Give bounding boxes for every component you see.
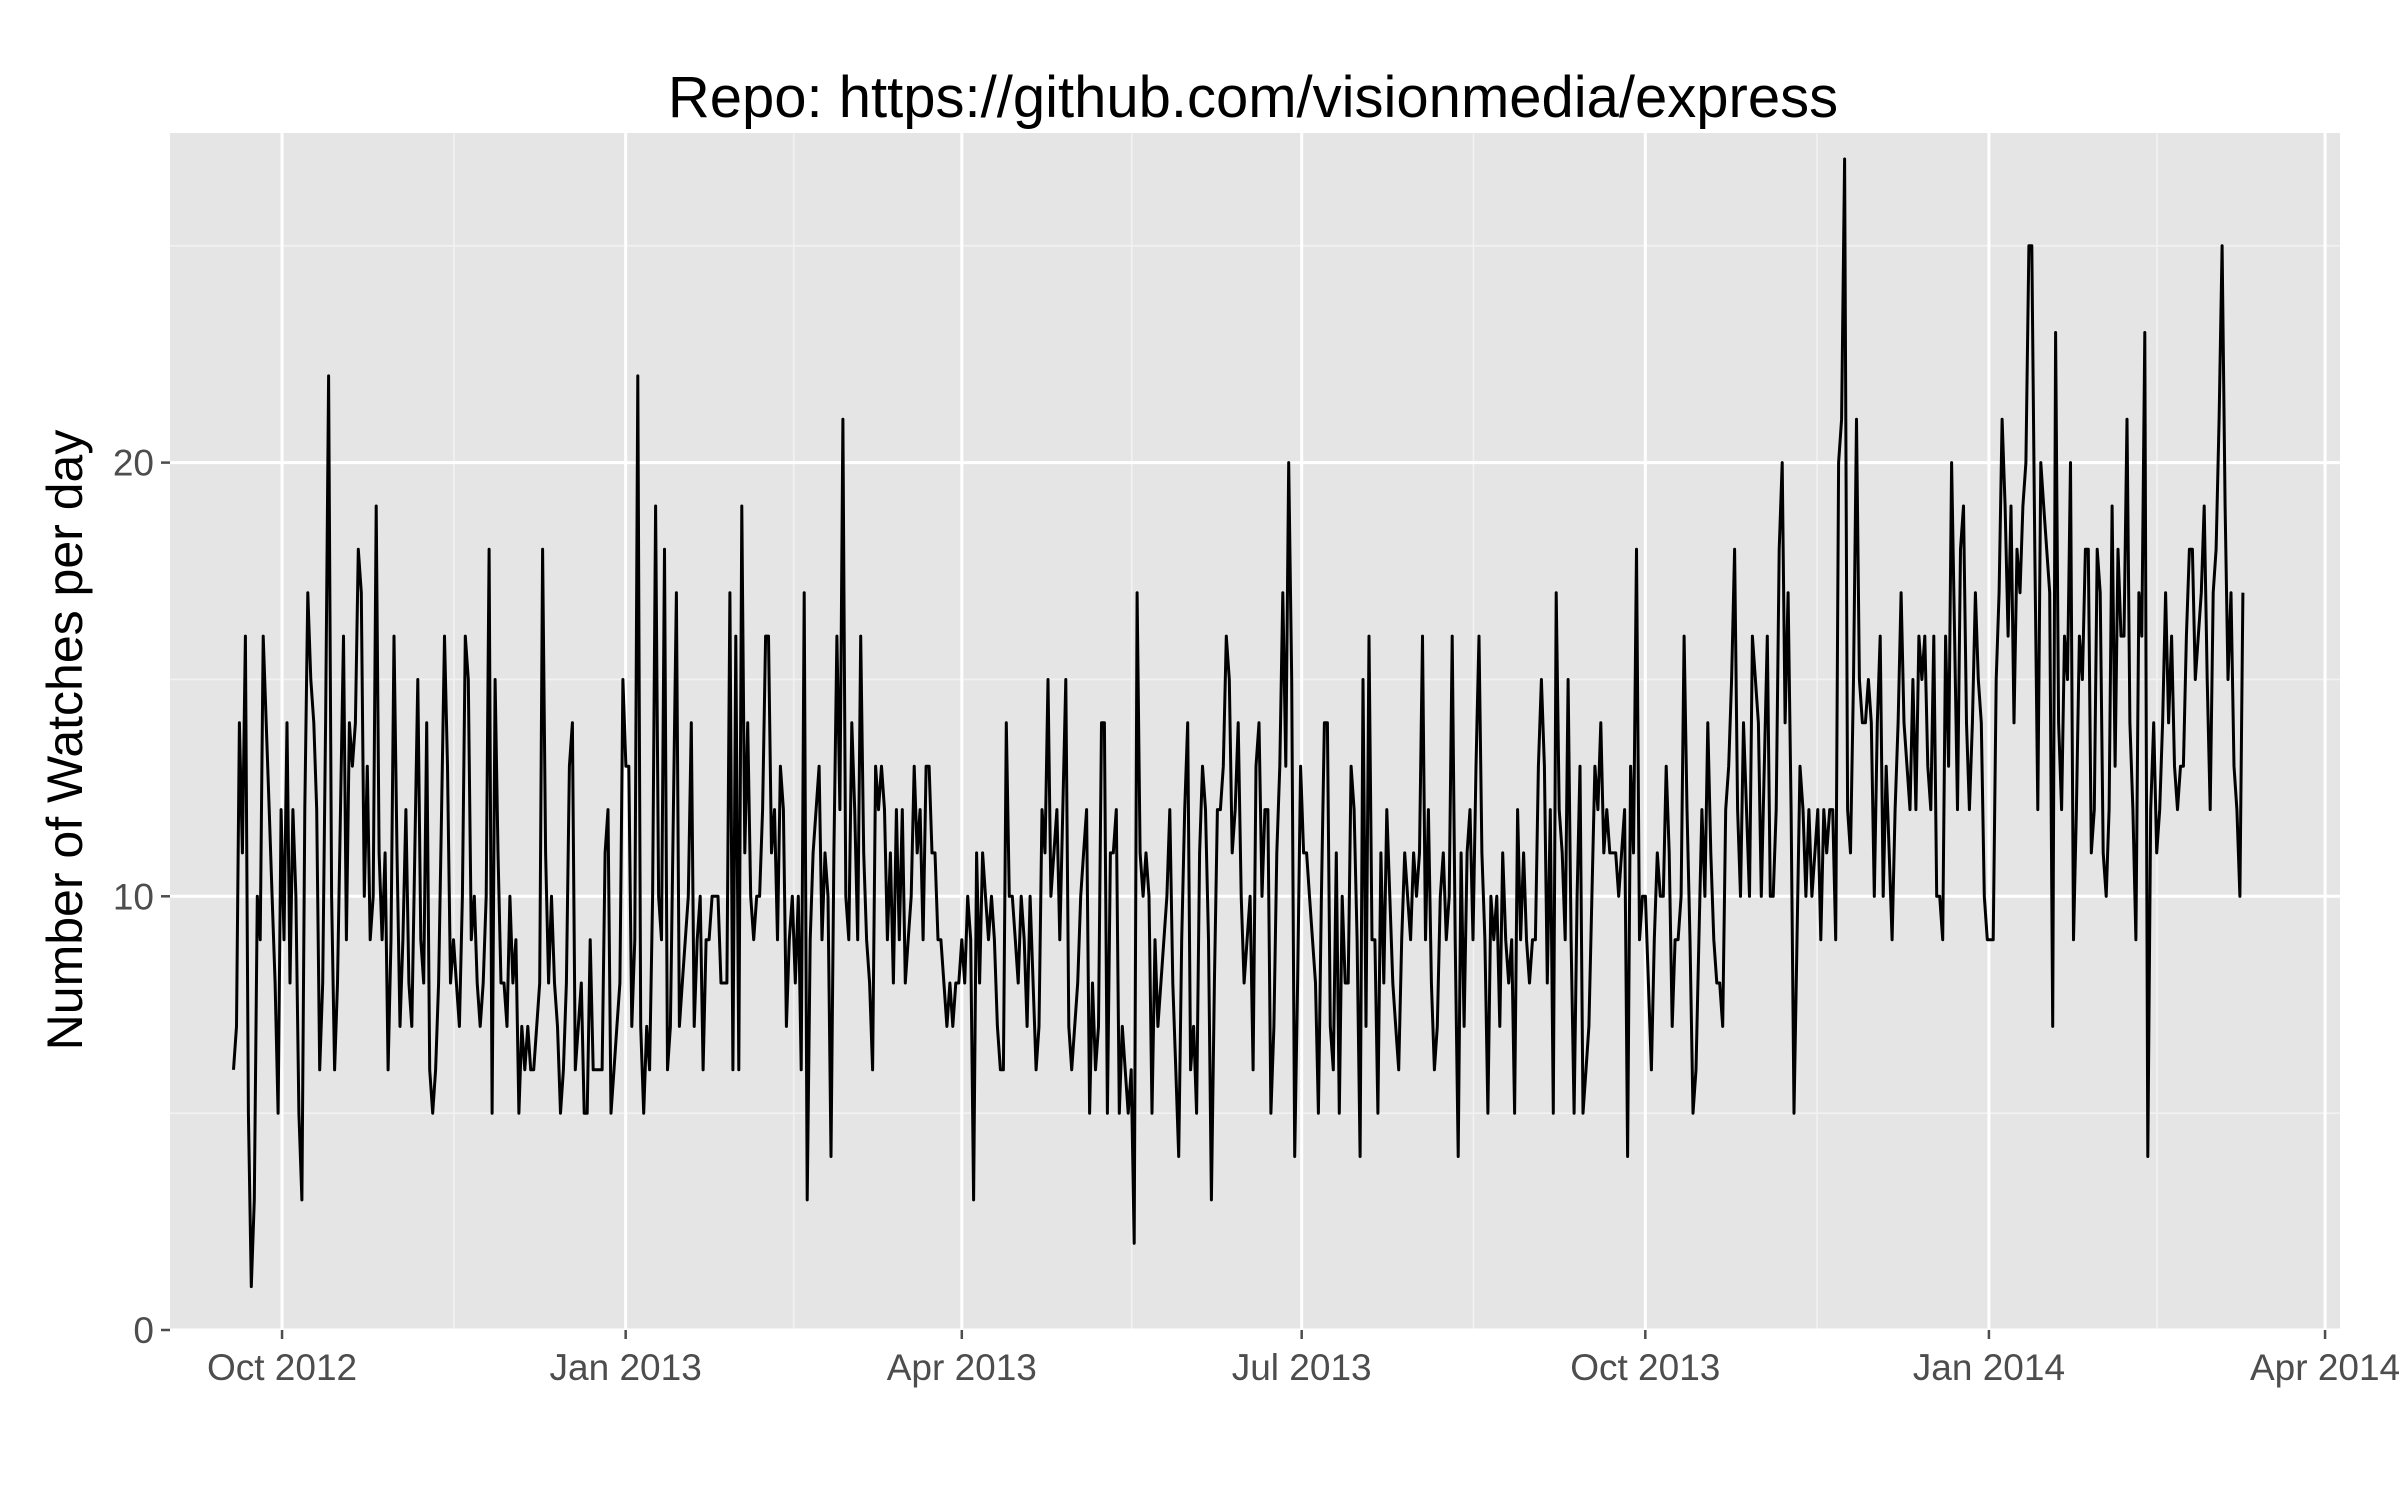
plot-panel <box>170 133 2340 1330</box>
tick-labels: 0 10 20 Oct 2012 Jan 2013 Apr 2013 Jul 2013 Oct… <box>113 443 2400 1388</box>
series-group <box>232 157 2245 1289</box>
x-tick-label: Oct 2012 <box>207 1347 357 1388</box>
minor-gridlines <box>170 133 2340 1330</box>
x-tick-label: Apr 2013 <box>887 1347 1037 1388</box>
y-tick-label: 10 <box>113 876 154 917</box>
x-tick-label: Oct 2013 <box>1570 1347 1720 1388</box>
y-axis-title: Number of Watches per day <box>37 430 93 1051</box>
x-tick-label: Jan 2014 <box>1913 1347 2065 1388</box>
chart-title: Repo: https://github.com/visionmedia/exp… <box>668 65 1838 130</box>
y-tick-label: 20 <box>113 443 154 484</box>
x-tick-label: Jul 2013 <box>1232 1347 1372 1388</box>
y-tick-label: 0 <box>133 1310 154 1351</box>
series-line-1 <box>232 157 2245 1289</box>
x-tick-label: Apr 2014 <box>2250 1347 2400 1388</box>
x-tick-label: Jan 2013 <box>550 1347 702 1388</box>
axis-ticks <box>161 461 2327 1339</box>
